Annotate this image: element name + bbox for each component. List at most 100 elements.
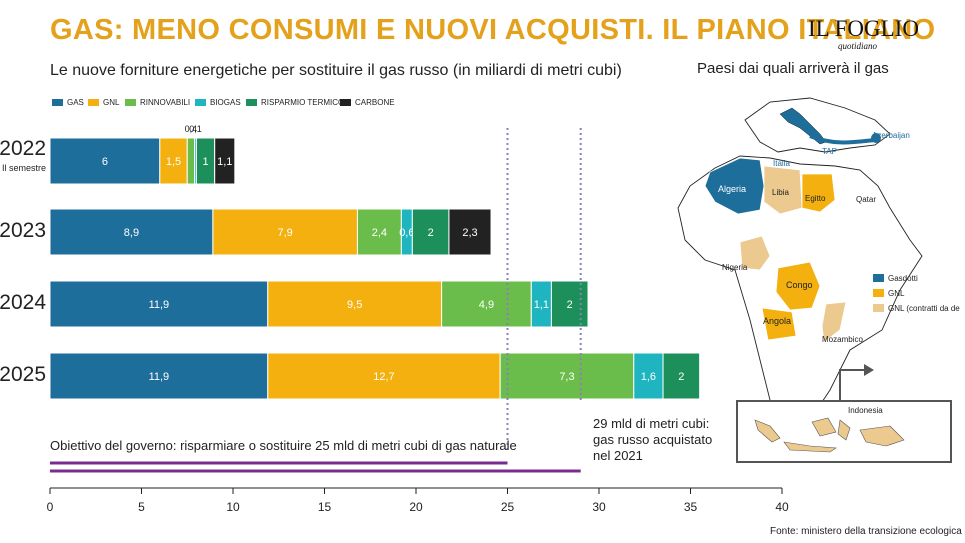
legend-label: CARBONE <box>355 98 395 107</box>
source-note: Fonte: ministero della transizione ecolo… <box>770 526 962 537</box>
russian-gas-annotation: 29 mld di metri cubi: gas russo acquista… <box>593 416 713 463</box>
x-tick-label: 25 <box>501 500 515 514</box>
map-legend-gasdotti: Gasdotti <box>888 274 918 283</box>
bar-rinnovabili <box>356 208 402 256</box>
brand-subtitle: quotidiano <box>838 41 878 51</box>
goal-annotation: Obiettivo del governo: risparmiare o sos… <box>50 438 517 453</box>
legend-label: RINNOVABILI <box>140 98 191 107</box>
angola-region <box>761 307 797 341</box>
legend-swatch <box>195 99 206 107</box>
map-label-libia: Libia <box>772 188 789 197</box>
bar-gas <box>49 208 214 256</box>
data-label: 8,9 <box>124 227 139 239</box>
x-tick-label: 5 <box>138 500 145 514</box>
congo-region <box>775 261 821 311</box>
map-label-italia: Italia <box>773 159 790 168</box>
map-legend-gnl: GNL <box>888 289 905 298</box>
indonesia-arrow <box>839 369 866 400</box>
map-label-mozambico: Mozambico <box>822 335 863 344</box>
data-label: 2,4 <box>372 227 387 239</box>
egitto-region <box>801 173 836 213</box>
map-label-angola: Angola <box>763 316 791 326</box>
data-label: 1 <box>202 156 208 168</box>
brand-logo: IL FOGLIO <box>808 16 919 41</box>
data-label: 9,5 <box>347 299 362 311</box>
map-legend-swatch-gnl-contratti <box>873 304 884 312</box>
bar-gnl <box>267 352 501 400</box>
nigeria-region <box>739 235 771 271</box>
bar-risparmio-termico <box>662 352 701 400</box>
data-label: 2 <box>678 371 684 383</box>
data-label: 0,6 <box>399 227 414 239</box>
map-label-indonesia: Indonesia <box>848 406 883 415</box>
category-label: 2025 <box>0 363 46 386</box>
map-label-qatar: Qatar <box>856 195 876 204</box>
data-label: 4,9 <box>479 299 494 311</box>
data-label: 1,6 <box>641 371 656 383</box>
map-label-azerbaijan: Azerbaijan <box>872 131 910 140</box>
legend-swatch <box>246 99 257 107</box>
data-label: 11,9 <box>149 299 170 311</box>
bar-gnl <box>267 280 443 328</box>
map-title: Paesi dai quali arriverà il gas <box>697 60 889 77</box>
europe-land <box>744 97 891 153</box>
bar-carbone <box>214 137 236 185</box>
data-label: 12,7 <box>373 371 394 383</box>
data-label: 7,9 <box>278 227 293 239</box>
map-legend-swatch-gnl <box>873 289 884 297</box>
x-tick-label: 20 <box>409 500 423 514</box>
map-label-tap: TAP <box>822 147 837 156</box>
algeria-region <box>704 157 765 215</box>
data-label: 7,3 <box>559 371 574 383</box>
category-label: 2023 <box>0 219 46 242</box>
legend-swatch <box>340 99 351 107</box>
data-label: 6 <box>102 156 108 168</box>
data-label: 1,5 <box>166 156 181 168</box>
arrow-head <box>864 364 874 376</box>
map-label-algeria: Algeria <box>718 184 746 194</box>
bar-gas <box>49 352 269 400</box>
legend-item-rinnovabili: RINNOVABILI <box>125 98 190 107</box>
legend-item-carbone: CARBONE <box>340 98 395 107</box>
bar-rinnovabili <box>441 280 532 328</box>
map-legend-gnl-contratti: GNL (contratti da definire) <box>888 304 960 313</box>
x-tick-label: 15 <box>318 500 332 514</box>
legend-label: RISPARMIO TERMICO <box>261 98 345 107</box>
x-tick-label: 35 <box>684 500 698 514</box>
map-label-egitto: Egitto <box>805 194 826 203</box>
indonesia-islands <box>754 417 905 453</box>
libia-region <box>763 165 803 215</box>
bar-gas <box>49 137 161 185</box>
map-label-congo: Congo <box>786 280 813 290</box>
azerbaijan-region <box>871 133 881 143</box>
x-tick-label: 40 <box>775 500 789 514</box>
legend-swatch <box>125 99 136 107</box>
legend-item-gas: GAS <box>52 98 84 107</box>
category-label: 2022 <box>0 137 46 160</box>
legend-swatch <box>52 99 63 107</box>
bar-risparmio-termico <box>550 280 589 328</box>
legend-label: GNL <box>103 98 120 107</box>
category-label: 2024 <box>0 291 46 314</box>
chart-title: GAS: MENO CONSUMI E NUOVI ACQUISTI. IL P… <box>50 14 936 46</box>
bar-biogas <box>633 352 664 400</box>
chart-subtitle: Le nuove forniture energetiche per sosti… <box>50 62 622 79</box>
x-tick-label: 10 <box>226 500 240 514</box>
bar-rinnovabili <box>499 352 635 400</box>
legend-item-biogas: BIOGAS <box>195 98 241 107</box>
bar-gnl <box>159 137 188 185</box>
legend-item-gnl: GNL <box>88 98 119 107</box>
data-label: 2 <box>567 299 573 311</box>
map-label-nigeria: Nigeria <box>722 263 748 272</box>
x-tick-label: 30 <box>592 500 606 514</box>
data-label: 0,1 <box>189 124 202 134</box>
x-tick-label: 0 <box>47 500 54 514</box>
data-label: 11,9 <box>149 371 170 383</box>
data-label: 2 <box>428 227 434 239</box>
legend-item-risparmio: RISPARMIO TERMICO <box>246 98 344 107</box>
legend-label: GAS <box>67 98 84 107</box>
data-label: 2,3 <box>462 227 477 239</box>
legend-label: BIOGAS <box>210 98 241 107</box>
map-legend-swatch-gasdotti <box>873 274 884 282</box>
